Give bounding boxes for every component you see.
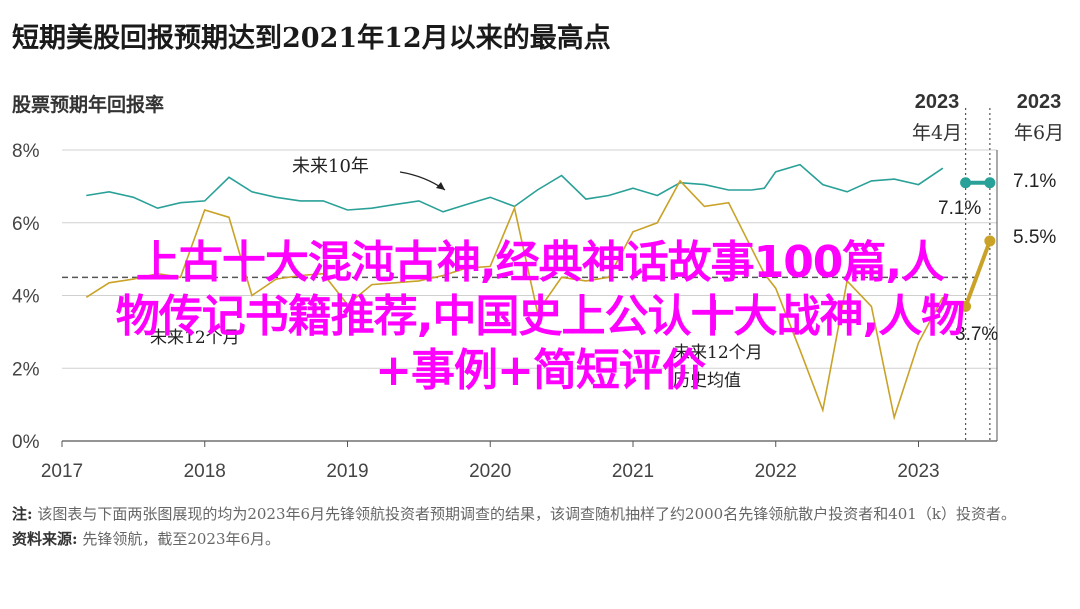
x-tick-label: 2019 xyxy=(326,461,368,482)
avg-label-line-2: 历史均值 xyxy=(673,371,741,391)
line-chart: 0% 2% 4% 6% 8% 2017 2018 2019 2020 2021 2022 2023 … xyxy=(12,91,1064,482)
x-tick-label: 2023 xyxy=(897,461,939,482)
y-tick-label: 4% xyxy=(12,287,40,308)
apr-ten-year-value: 7.1% xyxy=(938,198,981,219)
overlay-line-3: +事例+简短评价 xyxy=(375,345,706,396)
y-tick-labels: 0% 2% 4% 6% 8% xyxy=(12,141,40,453)
overlay-line-1: 上古十大混沌古神,经典神话故事100篇,人 xyxy=(135,237,945,288)
ten-year-point xyxy=(984,177,996,189)
highlight-month: 年4月 xyxy=(912,122,962,144)
x-tick-labels: 2017 2018 2019 2020 2021 2022 2023 xyxy=(41,461,940,482)
y-tick-label: 8% xyxy=(12,141,40,162)
highlight-month: 年6月 xyxy=(1014,122,1064,144)
jun-ten-year-value: 7.1% xyxy=(1013,171,1056,192)
twelve-month-highlight-segment xyxy=(963,240,992,308)
series-lines xyxy=(85,163,996,421)
overlay-line-2: 物传记书籍推荐,中国史上公认十大战神,人物 xyxy=(115,291,965,342)
jun-twelve-month-value: 5.5% xyxy=(1013,227,1056,248)
y-axis-label: 股票预期年回报率 xyxy=(12,94,165,116)
x-tick-label: 2022 xyxy=(755,461,797,482)
source-line: 资料来源: 先锋领航，截至2023年6月。 xyxy=(12,527,1072,552)
chart-title: 短期美股回报预期达到2021年12月以来的最高点 xyxy=(12,23,611,54)
ten-year-series-line xyxy=(86,163,944,213)
highlight-year: 2023 xyxy=(1017,91,1062,113)
ten-year-point xyxy=(960,177,972,189)
twelve-month-point xyxy=(984,235,996,247)
y-tick-label: 2% xyxy=(12,359,40,380)
source-label: 资料来源: xyxy=(12,530,78,548)
x-tick-label: 2020 xyxy=(469,461,511,482)
y-tick-label: 6% xyxy=(12,214,40,235)
twelve-month-point xyxy=(960,300,972,312)
highlight-year: 2023 xyxy=(915,91,960,113)
highlight-guides: 2023 年4月 2023 年6月 xyxy=(912,91,1064,441)
ten-year-arrow-head xyxy=(436,182,445,190)
chart-notes: 注: 该图表与下面两张图展现的均为2023年6月先锋领航投资者预期调查的结果，该… xyxy=(12,502,1072,552)
x-tick-label: 2021 xyxy=(612,461,654,482)
note-label: 注: xyxy=(12,505,33,523)
ten-year-label: 未来10年 xyxy=(292,156,369,177)
source-text: 先锋领航，截至2023年6月。 xyxy=(82,530,281,548)
avg-label-line-1: 未来12个月 xyxy=(673,343,763,363)
note-text: 该图表与下面两张图展现的均为2023年6月先锋领航投资者预期调查的结果，该调查随… xyxy=(37,505,1016,523)
y-tick-label: 0% xyxy=(12,432,40,453)
grid-lines xyxy=(61,149,998,447)
twelve-month-label: 未来12个月 xyxy=(150,328,240,348)
x-tick-label: 2017 xyxy=(41,461,83,482)
overlay-caption: 上古十大混沌古神,经典神话故事100篇,人 物传记书籍推荐,中国史上公认十大战神… xyxy=(0,236,1080,398)
note-line: 注: 该图表与下面两张图展现的均为2023年6月先锋领航投资者预期调查的结果，该… xyxy=(12,502,1072,527)
apr-twelve-month-value: 3.7% xyxy=(955,324,998,345)
x-tick-label: 2018 xyxy=(184,461,226,482)
twelve-month-series-line xyxy=(85,179,944,421)
